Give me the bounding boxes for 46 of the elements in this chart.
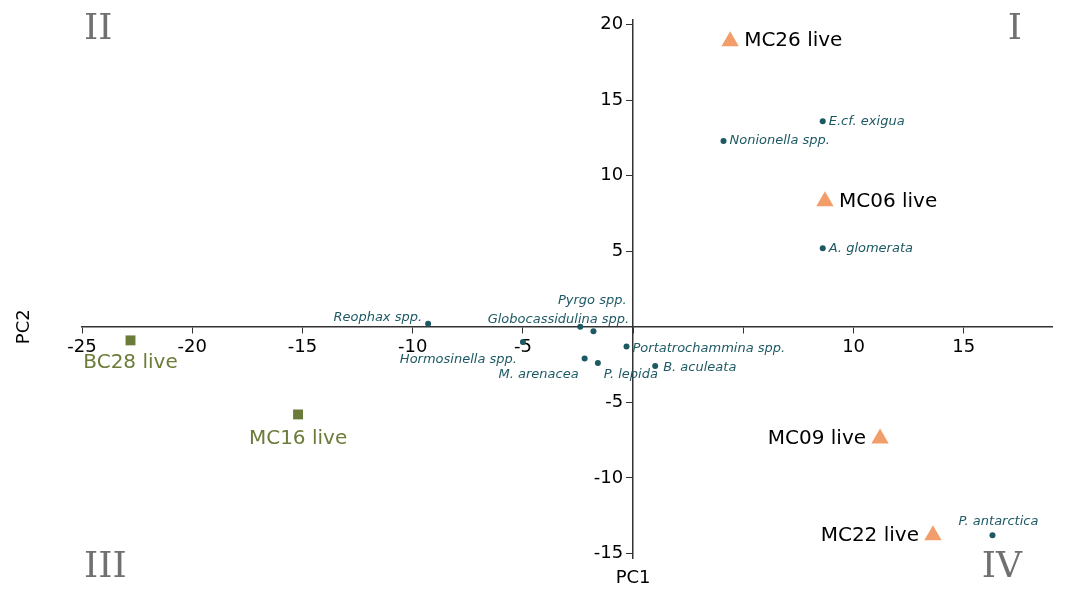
data-label: A. glomerata xyxy=(827,239,914,255)
point xyxy=(425,320,432,327)
annotation: III xyxy=(84,544,127,586)
y-tick-label: 10 xyxy=(600,163,624,185)
y-tick-label: 20 xyxy=(600,12,624,34)
x-tick-label: 15 xyxy=(952,335,976,357)
data-label: Globocassidulina spp. xyxy=(487,310,630,326)
data-label: Reophax spp. xyxy=(333,309,423,325)
data-label: MC26 live xyxy=(744,27,843,52)
point xyxy=(721,31,739,47)
y-tick-label: -15 xyxy=(593,541,624,563)
data-label: M. arenacea xyxy=(498,365,579,381)
data-label: Portatrochammina spp. xyxy=(632,339,786,355)
point xyxy=(720,137,727,144)
annotation: II xyxy=(84,6,113,48)
annotation: IV xyxy=(981,544,1023,586)
y-tick-label: 15 xyxy=(600,87,624,109)
point xyxy=(819,245,826,252)
x-axis-title: PC1 xyxy=(615,565,651,587)
point xyxy=(125,335,136,346)
point xyxy=(623,343,630,350)
point xyxy=(594,360,601,367)
point xyxy=(581,355,588,362)
x-tick-label: -15 xyxy=(287,335,318,357)
point xyxy=(293,409,303,420)
data-label: E.cf. exigua xyxy=(828,112,905,128)
y-axis-title: PC2 xyxy=(11,309,33,345)
point xyxy=(816,191,834,207)
y-tick-label: -10 xyxy=(593,465,624,487)
x-tick-label: 10 xyxy=(842,335,866,357)
y-tick-label: 5 xyxy=(611,238,624,260)
data-label: MC22 live xyxy=(820,521,919,546)
data-label: MC16 live xyxy=(248,424,348,449)
x-tick-label: -20 xyxy=(177,335,207,357)
point xyxy=(819,118,826,125)
point xyxy=(577,323,584,330)
data-label: MC06 live xyxy=(838,187,938,212)
data-label: Pyrgo spp. xyxy=(557,292,627,308)
point xyxy=(989,532,996,539)
y-tick-label: -5 xyxy=(605,390,624,412)
data-label: P. antarctica xyxy=(958,512,1039,528)
annotation: I xyxy=(1007,6,1022,48)
data-label: B. aculeata xyxy=(663,359,737,375)
data-label: Nonionella spp. xyxy=(729,132,830,148)
data-label: MC09 live xyxy=(767,424,867,449)
point xyxy=(590,328,597,335)
